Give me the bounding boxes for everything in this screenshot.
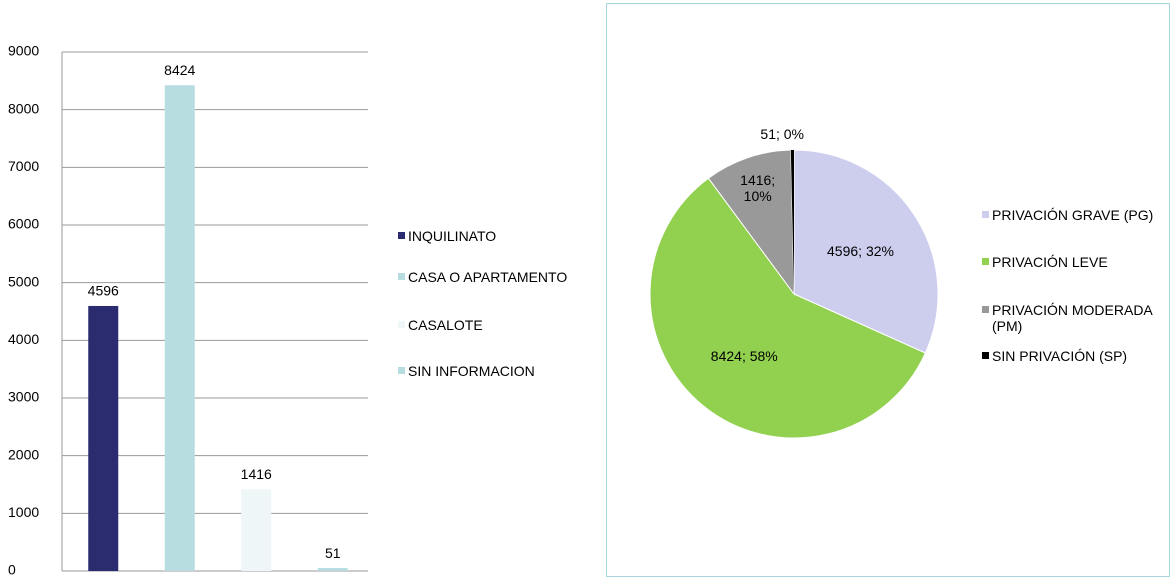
legend-label: PRIVACIÓN MODERADA (PM) [992,302,1152,334]
legend-swatch [398,232,405,239]
legend-label: INQUILINATO [408,228,497,244]
legend-item: PRIVACIÓN GRAVE (PG) [982,207,1162,223]
data-label: 8424; 58% [710,347,778,364]
legend-swatch [982,211,989,218]
legend-label: SIN INFORMACION [408,363,535,379]
bar [88,305,119,571]
pie-slice [793,149,939,354]
y-tick-label: 2000 [8,446,39,462]
y-tick-label: 3000 [8,389,39,405]
legend-item: CASALOTE [398,317,578,333]
legend-label: SIN PRIVACIÓN (SP) [992,348,1128,364]
pie-slice [707,149,795,296]
legend-swatch [982,258,989,265]
legend-label: CASALOTE [408,317,483,333]
bar [317,568,348,571]
data-label: 51 [325,545,341,561]
data-label: 1416 [241,466,272,482]
legend-item: CASA O APARTAMENTO [398,269,578,285]
legend-swatch [398,321,405,328]
data-label: 8424 [164,62,195,78]
y-tick-label: 7000 [8,158,39,174]
y-tick-label: 0 [8,562,16,577]
y-tick-label: 9000 [8,43,39,59]
y-tick-label: 8000 [8,100,39,116]
data-label: 4596 [88,283,119,299]
legend-label: CASA O APARTAMENTO [408,269,568,285]
legend-item: PRIVACIÓN LEVE [982,254,1162,270]
y-tick-label: 6000 [8,216,39,232]
legend-label: PRIVACIÓN GRAVE (PG) [992,207,1154,223]
legend-swatch [398,367,405,374]
bar [241,489,272,571]
legend-label: PRIVACIÓN LEVE [992,254,1108,270]
legend-swatch [398,273,405,280]
data-label: 51; 0% [760,126,805,142]
pie-slice [649,177,926,439]
pie-slice [790,150,794,294]
legend-swatch [982,352,989,359]
y-tick-label: 4000 [8,331,39,347]
legend-item: SIN INFORMACION [398,363,578,379]
data-label: 1416; 10% [740,171,776,204]
y-tick-label: 5000 [8,273,39,289]
legend-item: SIN PRIVACIÓN (SP) [982,348,1162,364]
y-tick-label: 1000 [8,504,39,520]
bar [164,85,195,571]
legend-swatch [982,306,989,313]
data-label: 4596; 32% [827,242,894,259]
legend-item: INQUILINATO [398,228,578,244]
legend-item: PRIVACIÓN MODERADA (PM) [982,302,1162,334]
